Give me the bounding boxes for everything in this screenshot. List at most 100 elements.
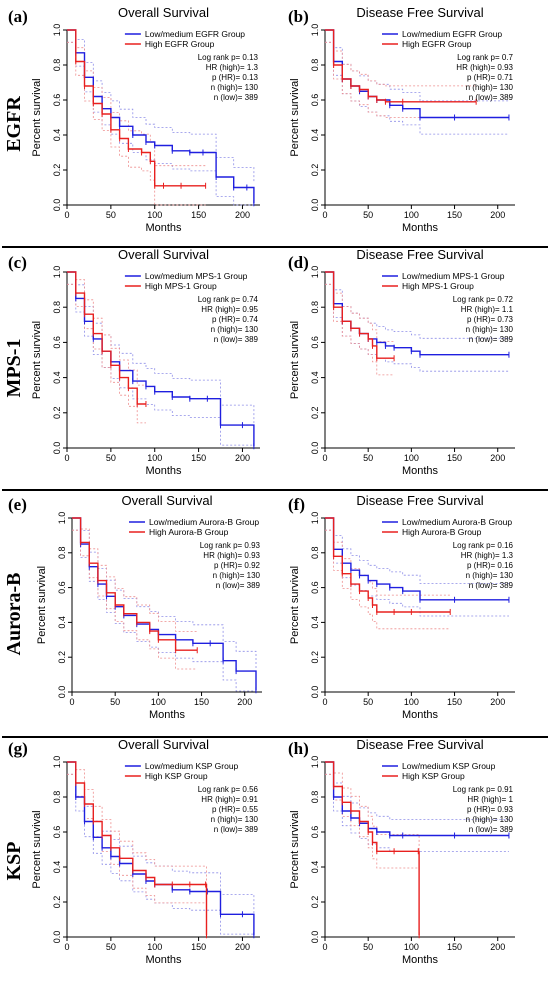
- x-tick-label: 0: [322, 697, 327, 707]
- y-tick-label: 0.4: [52, 371, 62, 384]
- y-tick-label: 0.4: [310, 129, 320, 142]
- x-tick-label: 150: [447, 942, 462, 952]
- x-axis-label: Months: [149, 709, 186, 721]
- x-axis-label: Months: [145, 465, 182, 477]
- x-tick-label: 150: [194, 697, 209, 707]
- ci-lower-band: [325, 529, 451, 630]
- survival-curve: [72, 517, 257, 691]
- stat-line: HR (high)= 1: [467, 795, 513, 804]
- stat-line: Log rank p= 0.13: [198, 53, 259, 62]
- y-tick-label: 0.8: [310, 547, 320, 560]
- survival-curve: [325, 761, 420, 936]
- x-tick-label: 150: [191, 453, 206, 463]
- ci-lower-band: [325, 41, 477, 118]
- chart-panel: (c) Overall Survival 0.0 0.2 0.4 0.6 0.8 1.0 0 50…: [8, 247, 260, 477]
- x-axis-label: Months: [145, 222, 182, 234]
- y-axis-label: Percent survival: [289, 78, 301, 156]
- x-tick-label: 150: [447, 210, 462, 220]
- survival-curve: [67, 761, 208, 936]
- y-tick-label: 0.2: [310, 651, 320, 664]
- y-tick-label: 1.0: [310, 24, 320, 37]
- stat-line: n (high)= 130: [211, 815, 259, 824]
- stat-line: p (HR)= 0.13: [212, 73, 259, 82]
- legend-entry: Low/medium MPS-1 Group: [145, 271, 248, 281]
- stat-line: Log rank p= 0.93: [200, 541, 261, 550]
- stat-line: n (low)= 389: [216, 581, 261, 590]
- stat-line: HR (high)= 0.93: [203, 551, 260, 560]
- x-tick-label: 200: [490, 453, 505, 463]
- chart-title: Disease Free Survival: [356, 737, 483, 752]
- y-axis-label: Percent survival: [289, 810, 301, 888]
- y-tick-label: 0.8: [310, 59, 320, 72]
- stat-line: Log rank p= 0.74: [198, 295, 259, 304]
- y-tick-label: 0.0: [52, 199, 62, 212]
- panel-letter: (a): [8, 7, 28, 26]
- stat-line: p (HR)= 0.55: [212, 805, 259, 814]
- y-tick-label: 0.0: [310, 442, 320, 455]
- x-tick-label: 100: [404, 697, 419, 707]
- y-tick-label: 0.8: [52, 59, 62, 72]
- x-tick-label: 50: [110, 697, 120, 707]
- legend-entry: High Aurora-B Group: [402, 527, 482, 537]
- panel-letter: (c): [8, 253, 27, 272]
- x-tick-label: 50: [363, 210, 373, 220]
- row-label-aurora-b: Aurora-B: [3, 573, 25, 656]
- stat-line: HR (high)= 1.3: [461, 551, 514, 560]
- x-tick-label: 150: [447, 453, 462, 463]
- x-tick-label: 200: [490, 210, 505, 220]
- stat-line: n (low)= 389: [214, 93, 259, 102]
- x-tick-label: 50: [363, 942, 373, 952]
- panel-letter: (h): [288, 739, 309, 758]
- stat-line: n (low)= 389: [469, 335, 514, 344]
- stat-line: n (low)= 389: [469, 93, 514, 102]
- stat-line: Log rank p= 0.16: [453, 541, 514, 550]
- ci-lower-band: [325, 283, 395, 376]
- y-tick-label: 0.6: [57, 581, 67, 594]
- y-tick-label: 1.0: [52, 266, 62, 279]
- chart-title: Overall Survival: [118, 5, 209, 20]
- y-tick-label: 1.0: [310, 756, 320, 769]
- ci-upper-band: [67, 271, 146, 386]
- x-tick-label: 50: [106, 942, 116, 952]
- x-axis-label: Months: [402, 465, 439, 477]
- y-tick-label: 0.6: [310, 826, 320, 839]
- stat-line: Log rank p= 0.56: [198, 785, 259, 794]
- legend-entry: High EGFR Group: [402, 39, 472, 49]
- y-tick-label: 0.0: [52, 931, 62, 944]
- chart-title: Overall Survival: [118, 247, 209, 262]
- chart-title: Overall Survival: [118, 737, 209, 752]
- legend-entry: Low/medium EGFR Group: [145, 29, 245, 39]
- y-tick-label: 0.6: [310, 581, 320, 594]
- y-tick-label: 0.2: [310, 896, 320, 909]
- y-tick-label: 0.8: [57, 547, 67, 560]
- panel-letter: (d): [288, 253, 309, 272]
- x-tick-label: 50: [106, 453, 116, 463]
- x-tick-label: 100: [147, 942, 162, 952]
- ci-upper-band: [325, 761, 509, 820]
- stat-line: p (HR)= 0.16: [467, 561, 514, 570]
- survival-curve: [325, 761, 509, 837]
- stat-line: Log rank p= 0.7: [457, 53, 513, 62]
- ci-lower-band: [67, 773, 207, 937]
- y-tick-label: 1.0: [57, 512, 67, 525]
- legend-entry: High MPS-1 Group: [145, 281, 217, 291]
- stat-line: p (HR)= 0.71: [467, 73, 514, 82]
- stat-line: n (high)= 130: [211, 325, 259, 334]
- legend-entry: High KSP Group: [145, 771, 208, 781]
- row-label-mps1: MPS-1: [3, 339, 25, 398]
- x-tick-label: 50: [363, 697, 373, 707]
- stat-line: Log rank p= 0.91: [453, 785, 514, 794]
- y-tick-label: 0.0: [52, 442, 62, 455]
- y-axis-label: Percent survival: [36, 566, 48, 644]
- stat-line: p (HR)= 0.93: [467, 805, 514, 814]
- ci-lower-band: [72, 529, 198, 670]
- stat-line: p (HR)= 0.74: [212, 315, 259, 324]
- stat-line: p (HR)= 0.73: [467, 315, 514, 324]
- panel-letter: (f): [288, 495, 305, 514]
- x-tick-label: 0: [322, 453, 327, 463]
- ci-upper-band: [72, 517, 257, 670]
- survival-curve: [67, 271, 146, 405]
- ci-upper-band: [67, 271, 255, 426]
- stat-line: HR (high)= 0.95: [201, 305, 258, 314]
